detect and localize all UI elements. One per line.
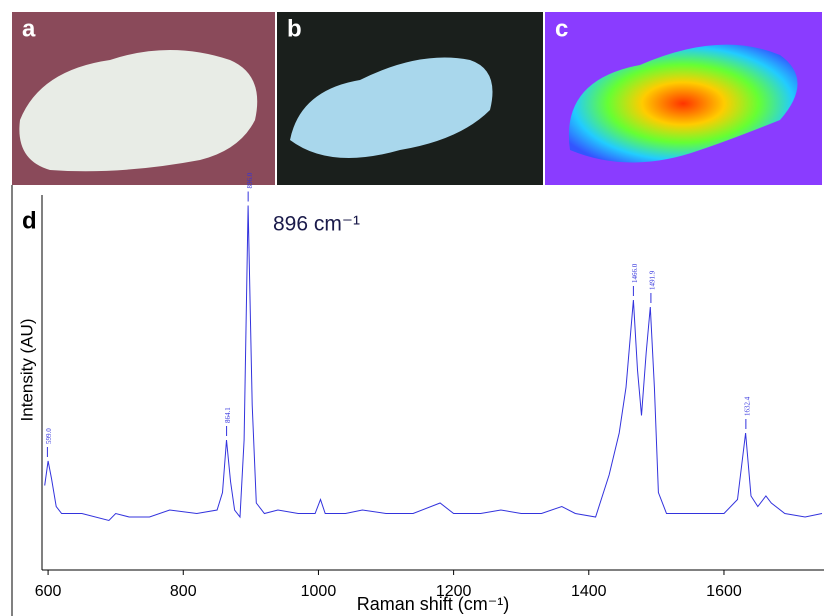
x-tick-label: 1400 — [571, 583, 607, 600]
panel-label: c — [555, 15, 568, 42]
crystal-a — [19, 50, 258, 172]
spectrum — [44, 205, 823, 522]
crystal-b — [290, 57, 493, 158]
panel-label: d — [22, 207, 37, 234]
x-tick-label: 600 — [35, 583, 62, 600]
peak-label: 599.0 — [45, 428, 53, 444]
y-axis-label: Intensity (AU) — [17, 319, 36, 422]
panel-label: b — [287, 15, 302, 42]
x-axis-label: Raman shift (cm⁻¹) — [357, 594, 510, 614]
x-tick-label: 1200 — [436, 583, 472, 600]
peak-label: 896.0 — [246, 172, 254, 188]
peak-label: 1466.0 — [631, 263, 639, 283]
x-tick-label: 1000 — [301, 583, 337, 600]
peak-label: 1632.4 — [743, 396, 751, 416]
annotation: 896 cm⁻¹ — [273, 213, 360, 236]
x-tick-label: 800 — [170, 583, 197, 600]
x-tick-label: 1600 — [706, 583, 742, 600]
peak-label: 1491.9 — [649, 270, 657, 290]
heatmap-c — [568, 44, 798, 163]
peak-label: 864.1 — [224, 407, 232, 423]
panel-label: a — [22, 15, 36, 42]
